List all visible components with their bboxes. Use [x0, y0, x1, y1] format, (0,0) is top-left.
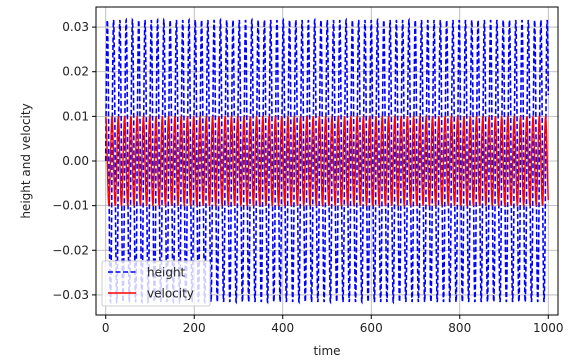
x-tick-label: 1000 [533, 321, 564, 335]
y-tick-label: −0.02 [52, 243, 89, 257]
legend: height velocity [101, 260, 211, 307]
y-tick-label: −0.01 [52, 199, 89, 213]
series-velocity-line [105, 114, 549, 208]
x-tick-label: 0 [102, 321, 110, 335]
y-tick-label: 0.03 [62, 20, 89, 34]
series-layer [104, 17, 550, 305]
legend-box [101, 260, 211, 307]
y-tick-label: −0.03 [52, 288, 89, 302]
legend-height-label: height [147, 266, 186, 280]
y-axis-label: height and velocity [19, 103, 33, 218]
ticks: 0 200 400 600 800 1000 −0.03 −0.02 −0.01 0.00 0.01… [52, 20, 563, 335]
x-tick-label: 800 [448, 321, 471, 335]
y-tick-label: 0.01 [62, 109, 89, 123]
y-tick-label: 0.02 [62, 65, 89, 79]
x-tick-label: 600 [360, 321, 383, 335]
x-axis-label: time [313, 344, 340, 358]
x-tick-label: 400 [271, 321, 294, 335]
x-tick-label: 200 [183, 321, 206, 335]
legend-velocity-label: velocity [147, 287, 194, 301]
y-tick-label: 0.00 [62, 154, 89, 168]
